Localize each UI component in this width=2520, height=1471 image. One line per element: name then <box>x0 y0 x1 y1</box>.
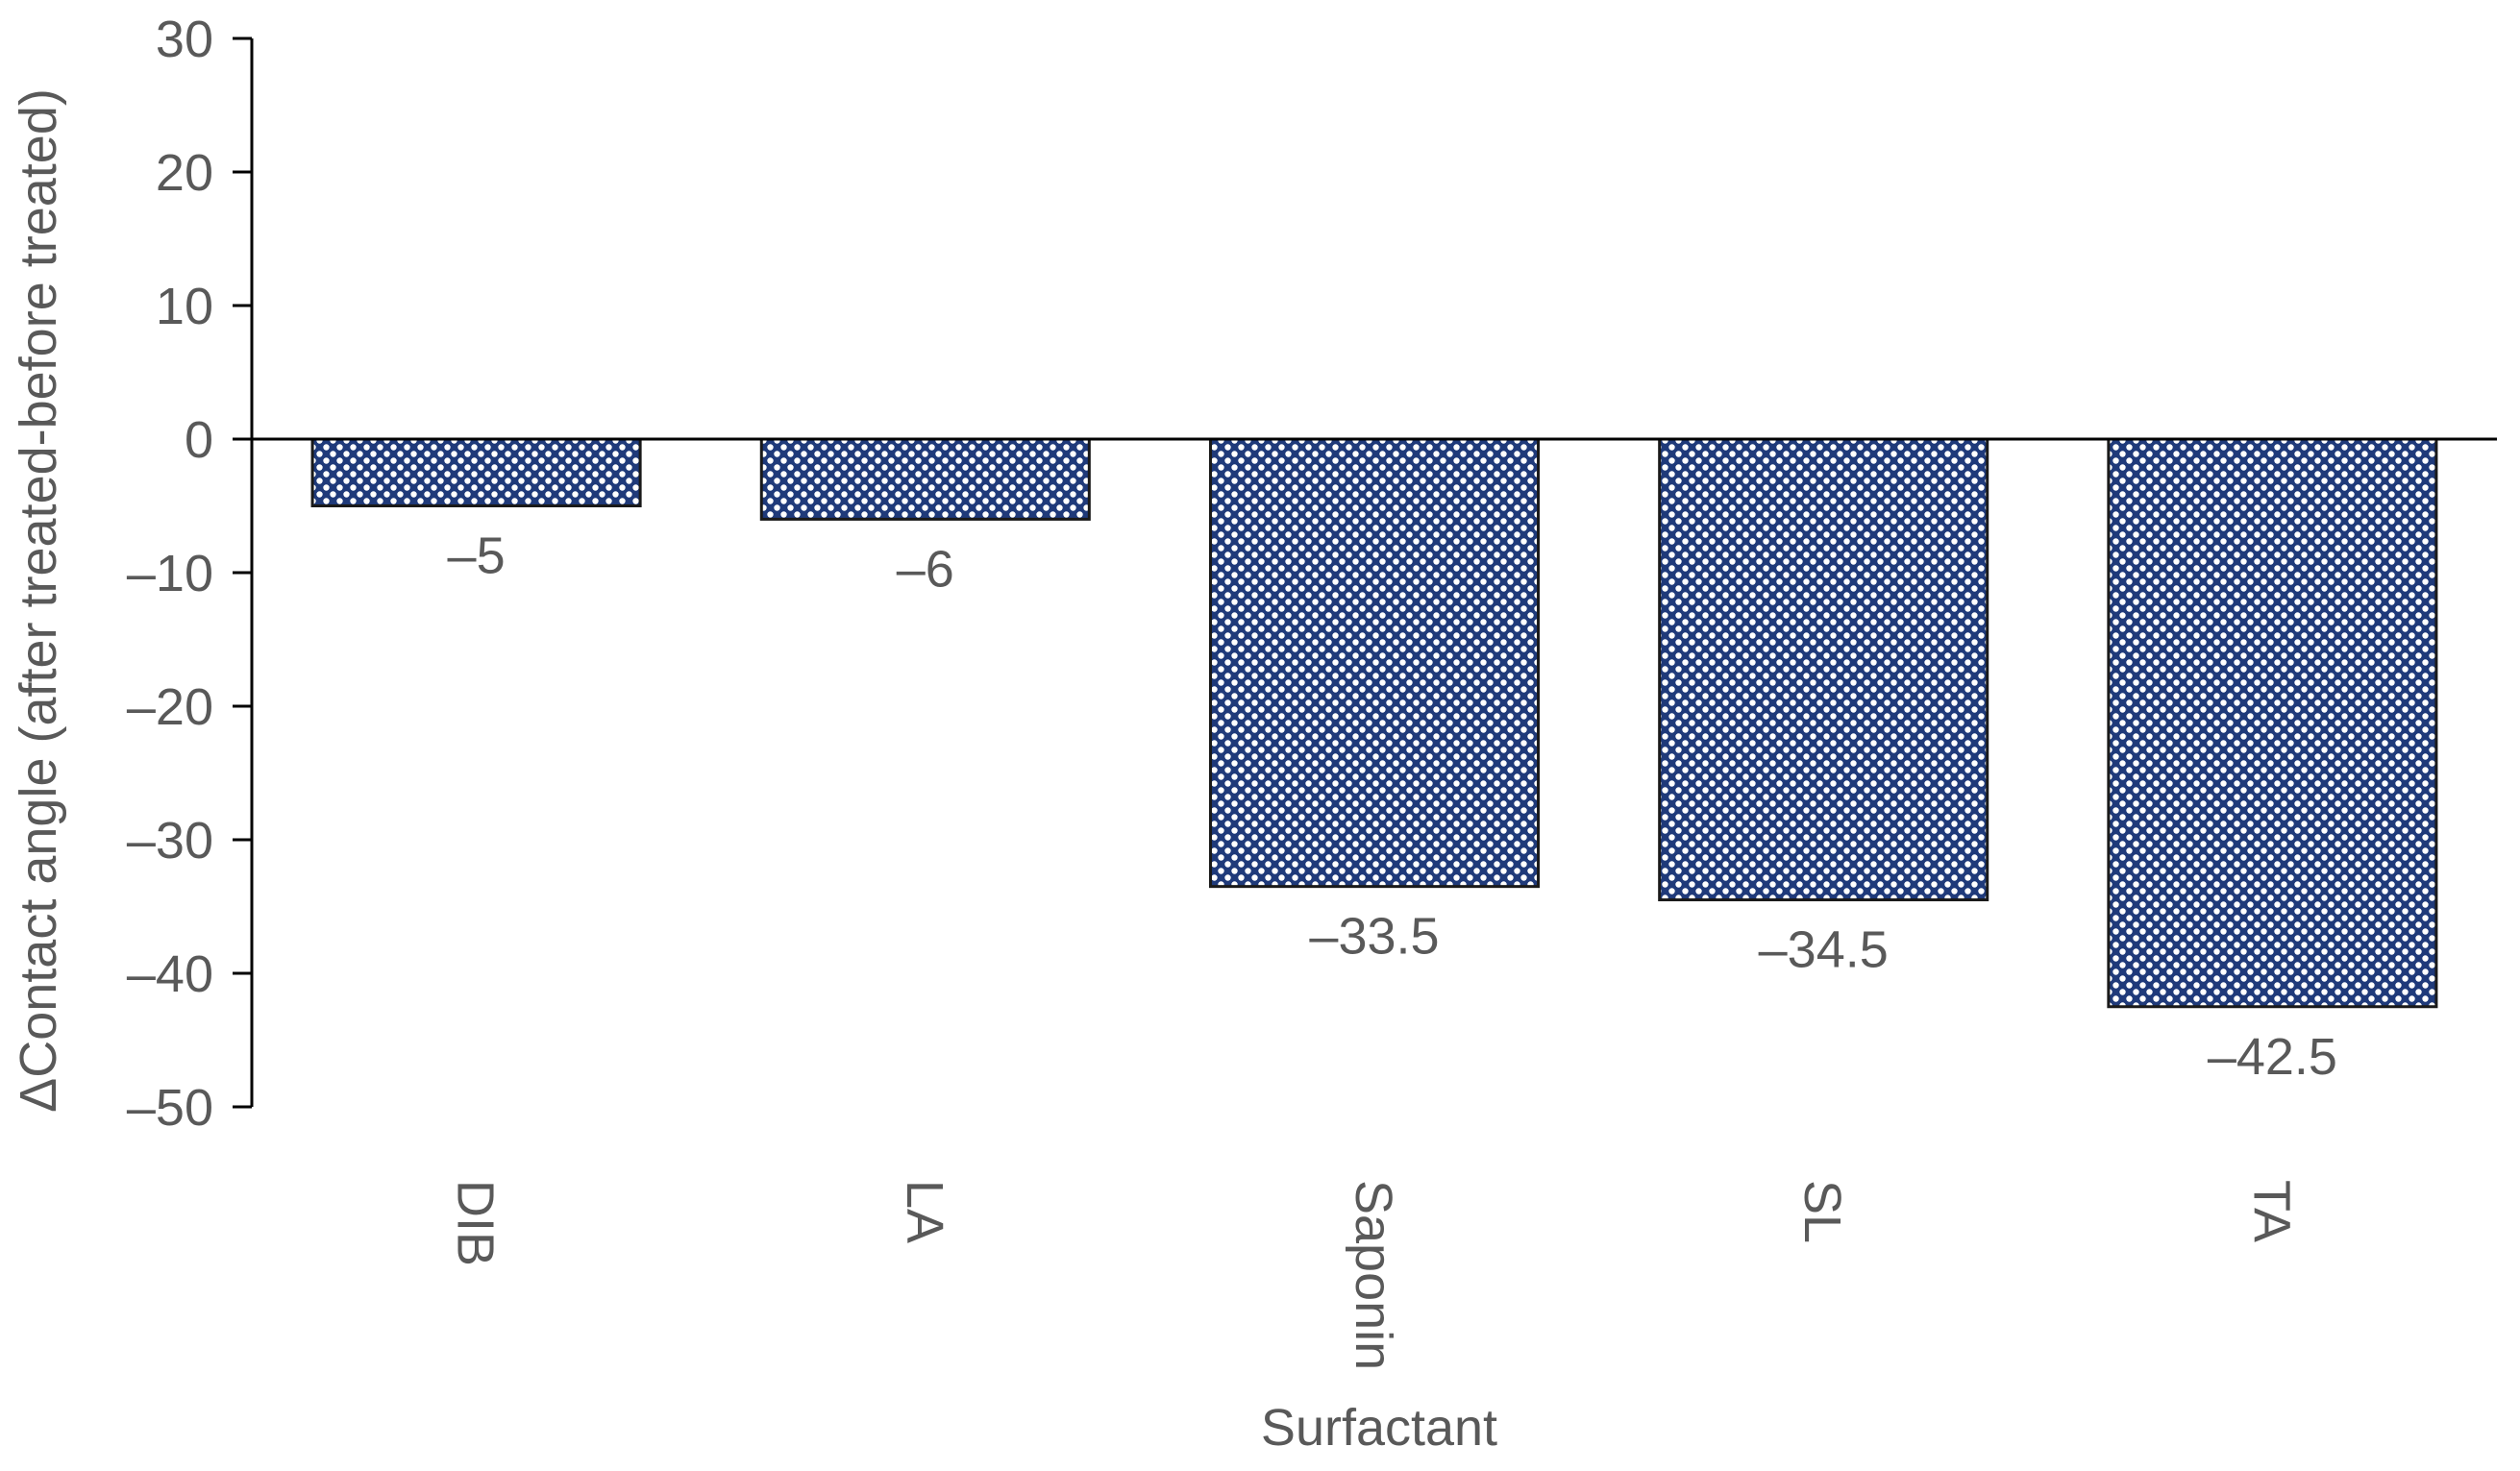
y-tick-label: 10 <box>156 278 213 335</box>
data-label-ta: –42.5 <box>2208 1028 2337 1086</box>
category-label-la: LA <box>896 1180 953 1243</box>
category-label-ta: TA <box>2242 1180 2300 1242</box>
bar-dib <box>310 437 642 507</box>
y-axis-ticks: 30 20 10 0 –10 –20 –30 –40 –50 <box>127 11 252 1137</box>
y-tick-label: –20 <box>127 678 213 736</box>
bar-sl <box>1658 437 1989 902</box>
y-axis-title: ΔContact angle (after treated-before tre… <box>10 88 67 1113</box>
bar-saponin <box>1208 437 1541 889</box>
y-tick-label: 0 <box>185 411 213 469</box>
data-label-sl: –34.5 <box>1759 921 1889 979</box>
category-label-dib: DIB <box>447 1180 505 1266</box>
y-tick-label: –30 <box>127 812 213 870</box>
x-axis-title: Surfactant <box>1261 1399 1497 1457</box>
y-tick-label: 30 <box>156 11 213 68</box>
category-labels: DIB LA Saponin SL TA <box>447 1180 2301 1370</box>
category-label-saponin: Saponin <box>1345 1180 1402 1370</box>
y-tick-label: –40 <box>127 945 213 1003</box>
data-label-saponin: –33.5 <box>1309 908 1439 966</box>
bar-ta <box>2107 437 2438 1009</box>
y-tick-label: –50 <box>127 1079 213 1137</box>
bar-la <box>759 437 1091 521</box>
bars <box>310 437 2438 1009</box>
y-tick-label: 20 <box>156 144 213 202</box>
y-tick-label: –10 <box>127 545 213 602</box>
category-label-sl: SL <box>1793 1180 1851 1243</box>
data-label-dib: –5 <box>448 527 506 585</box>
data-labels: –5 –6 –33.5 –34.5 –42.5 <box>448 527 2337 1086</box>
data-label-la: –6 <box>897 540 954 598</box>
